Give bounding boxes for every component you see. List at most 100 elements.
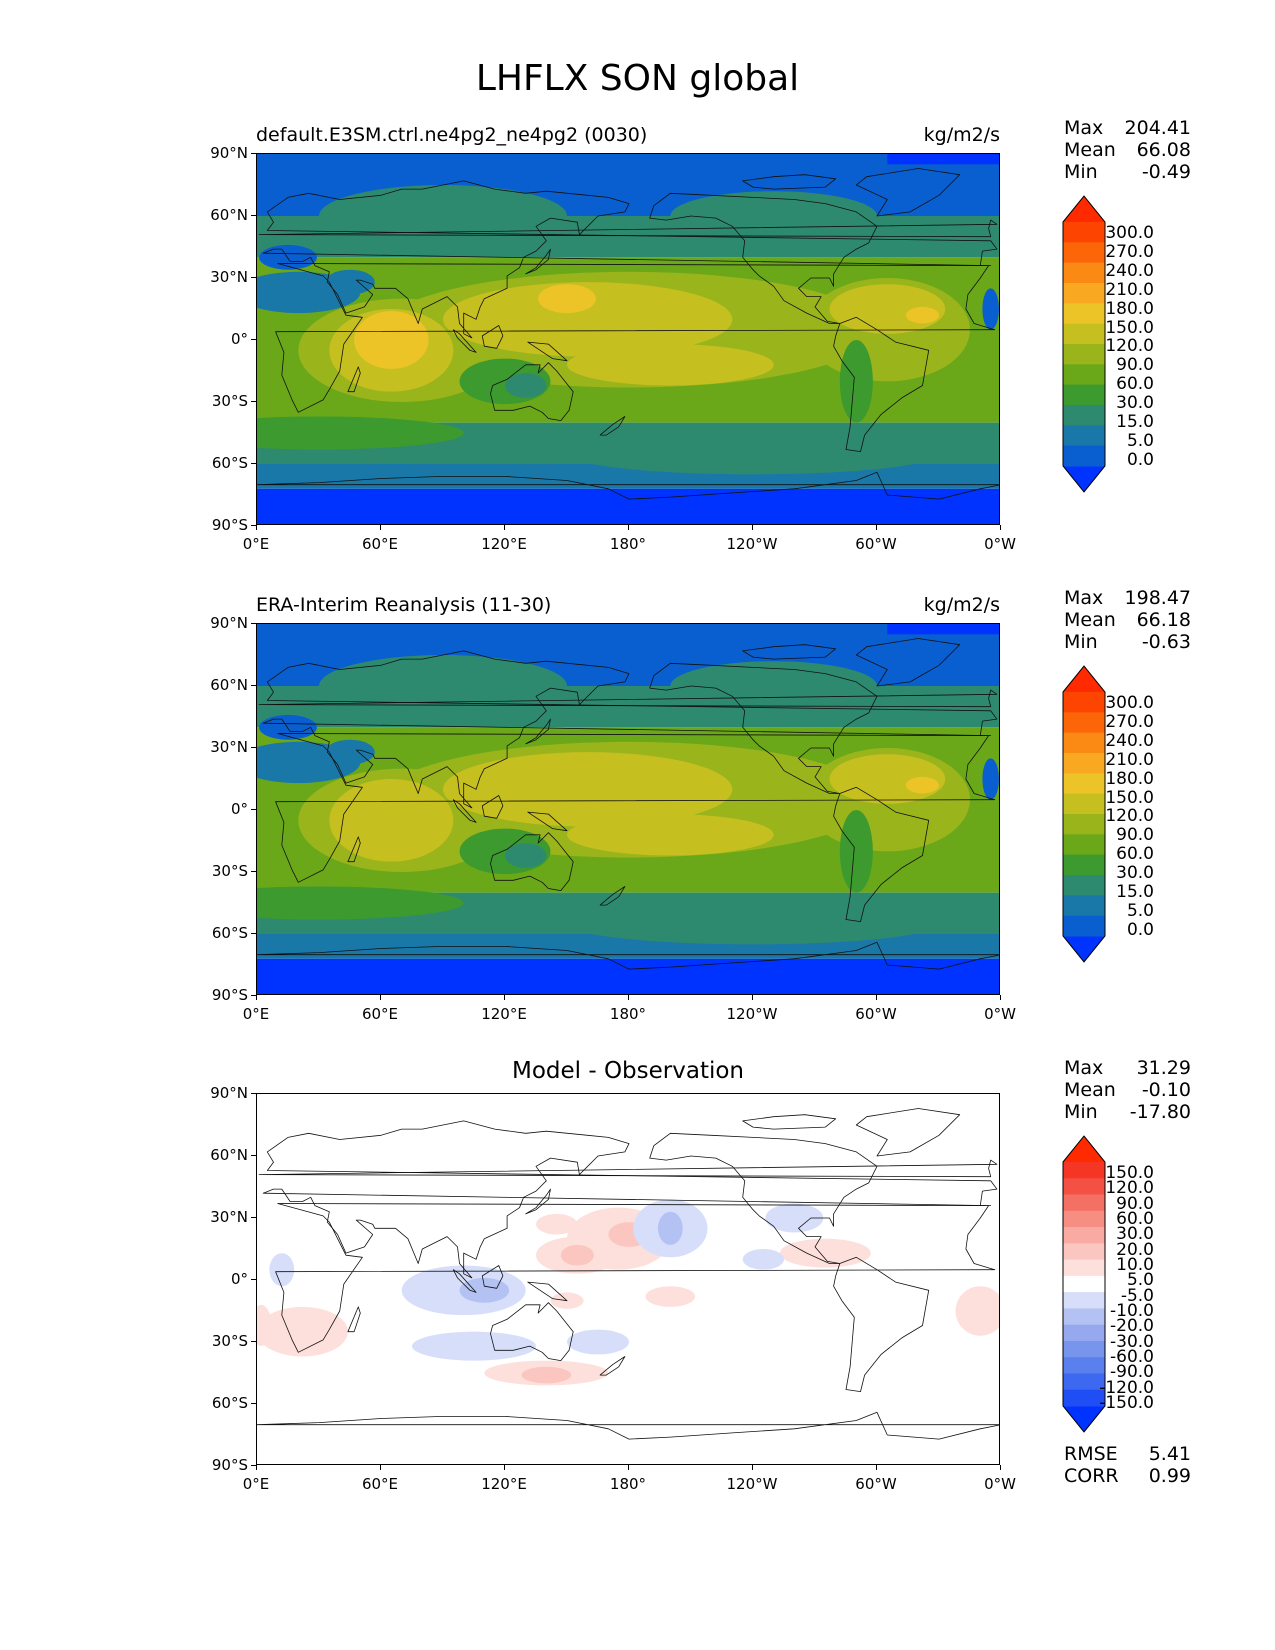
colorbar-level-label: -5.0 [1120,1285,1154,1306]
x-tick-mark [256,1465,257,1470]
x-tick-mark [1000,995,1001,1000]
y-tick-mark [251,1093,256,1094]
y-tick-label: 60°S [211,454,248,472]
stat-row: Mean 66.08 [1064,139,1191,161]
stat-row: Min -17.80 [1064,1101,1191,1123]
stat-label: Mean [1064,609,1116,631]
colorbar-level-label: 90.0 [1116,1193,1154,1214]
colorbar-level-label: -120.0 [1099,1377,1154,1398]
colorbar-level-label: 10.0 [1116,1255,1154,1276]
stat-row: Max 204.41 [1064,117,1191,139]
colorbar-level-label: 150.0 [1105,787,1154,808]
x-tick-label: 60°W [855,1475,897,1493]
colorbar-level-label: 120.0 [1105,336,1154,357]
x-tick-label: 120°W [726,535,778,553]
panel-reference-units: kg/m2/s [923,594,1000,616]
y-tick-mark [251,1155,256,1156]
y-tick-label: 60°N [210,206,248,224]
y-tick-mark [251,747,256,748]
y-tick-label: 90°N [210,614,248,632]
stat-value: -0.10 [1141,1079,1191,1101]
x-tick-label: 120°W [726,1005,778,1023]
x-tick-label: 180° [609,1005,647,1023]
stat-label: Max [1064,587,1104,609]
panel-reference-title: ERA-Interim Reanalysis (11-30) [256,594,552,616]
stat-value: 198.47 [1124,587,1191,609]
colorbar-level-label: 60.0 [1116,1209,1154,1230]
y-tick-mark [251,277,256,278]
colorbar-level-label: -90.0 [1110,1362,1154,1383]
x-tick-label: 0°W [984,1475,1016,1493]
stat-value: 204.41 [1124,117,1191,139]
stat-value: 66.08 [1136,139,1191,161]
colorbar-level-label: 30.0 [1116,1224,1154,1245]
y-tick-mark [251,1279,256,1280]
x-tick-label: 180° [609,1475,647,1493]
stat-label: Mean [1064,1079,1116,1101]
colorbar-level-label: 0.0 [1126,449,1154,470]
colorbar-level-label: -150.0 [1099,1393,1154,1414]
x-tick-label: 0°W [984,1005,1016,1023]
stat-label: Min [1064,161,1098,183]
y-tick-label: 90°N [210,144,248,162]
y-tick-label: 30°S [211,1332,248,1350]
y-tick-label: 30°N [210,1208,248,1226]
x-tick-mark [876,1465,877,1470]
colorbar-level-label: 120.0 [1105,1178,1154,1199]
panel-test-units: kg/m2/s [923,124,1000,146]
colorbar-level-label: 60.0 [1116,844,1154,865]
colorbar-level-label: 150.0 [1105,317,1154,338]
y-tick-mark [251,995,256,996]
x-tick-mark [628,995,629,1000]
x-tick-label: 120°E [481,535,527,553]
colorbar-level-label: -10.0 [1110,1301,1154,1322]
colorbar-level-label: 90.0 [1116,355,1154,376]
stat-row: Max 31.29 [1064,1057,1191,1079]
y-tick-mark [251,1465,256,1466]
colorbar-level-label: 20.0 [1116,1239,1154,1260]
x-tick-mark [1000,1465,1001,1470]
y-tick-label: 0° [230,1270,248,1288]
x-tick-mark [380,1465,381,1470]
y-tick-label: 60°S [211,1394,248,1412]
y-tick-label: 30°S [211,392,248,410]
stat-value: 66.18 [1136,609,1191,631]
y-tick-mark [251,933,256,934]
x-tick-label: 0°E [242,535,270,553]
y-tick-label: 30°N [210,738,248,756]
panel-test-title: default.E3SM.ctrl.ne4pg2_ne4pg2 (0030) [256,124,648,146]
colorbar-level-label: -30.0 [1110,1331,1154,1352]
y-tick-mark [251,1403,256,1404]
x-tick-label: 60°E [361,535,399,553]
x-tick-mark [1000,525,1001,530]
colorbar-level-label: 240.0 [1105,260,1154,281]
x-tick-mark [256,995,257,1000]
y-tick-mark [251,871,256,872]
y-tick-mark [251,339,256,340]
stat-value: -17.80 [1129,1101,1191,1123]
x-tick-mark [752,995,753,1000]
y-tick-label: 90°S [211,1456,248,1474]
colorbar-level-label: 300.0 [1105,693,1154,713]
panel-difference-stats: Max 31.29 Mean -0.10 Min -17.80 [1064,1057,1191,1123]
stat-row: Mean 66.18 [1064,609,1191,631]
stat-value: 31.29 [1136,1057,1191,1079]
x-tick-label: 60°E [361,1475,399,1493]
stat-label: Min [1064,1101,1098,1123]
x-tick-mark [876,995,877,1000]
colorbar-level-label: 210.0 [1105,749,1154,770]
y-tick-mark [251,215,256,216]
stat-row: Mean -0.10 [1064,1079,1191,1101]
colorbar-level-label: 150.0 [1105,1163,1154,1183]
colorbar-level-label: 15.0 [1116,412,1154,433]
y-tick-mark [251,623,256,624]
x-tick-label: 60°E [361,1005,399,1023]
y-tick-mark [251,809,256,810]
colorbar-level-label: 180.0 [1105,768,1154,789]
colorbar-level-label: 270.0 [1105,241,1154,262]
y-tick-mark [251,463,256,464]
x-tick-label: 120°E [481,1005,527,1023]
x-tick-mark [256,525,257,530]
colorbar-level-label: 90.0 [1116,825,1154,846]
y-tick-label: 30°N [210,268,248,286]
